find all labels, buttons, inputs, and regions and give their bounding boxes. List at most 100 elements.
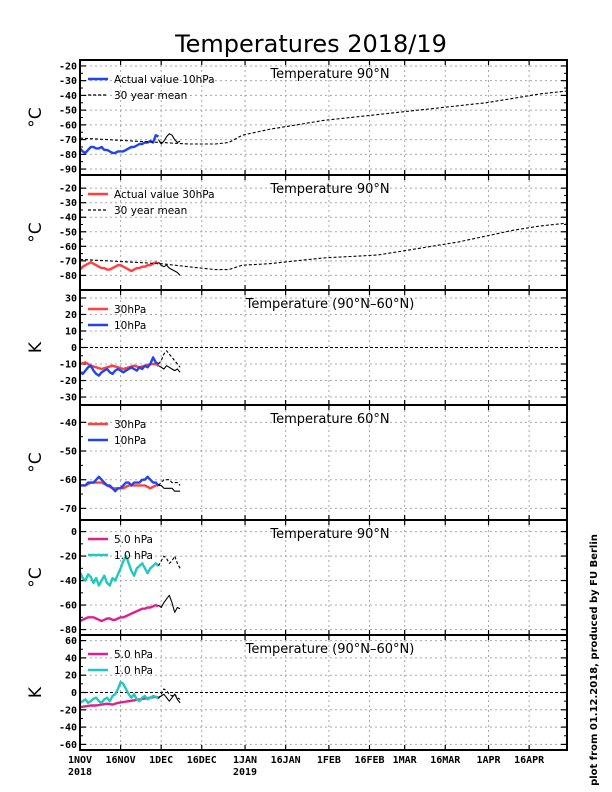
legend-label: 1.0 hPa bbox=[114, 550, 153, 562]
legend-label: 10hPa bbox=[114, 320, 146, 332]
y-tick-label: 30 bbox=[65, 293, 77, 304]
x-tick-label: 1NOV bbox=[68, 755, 92, 766]
legend-label: Actual value 30hPa bbox=[114, 189, 215, 201]
x-tick-label: 16APR bbox=[514, 755, 545, 766]
y-tick-label: -50 bbox=[59, 106, 77, 117]
legend-label: 30 year mean bbox=[114, 90, 187, 102]
y-tick-label: -40 bbox=[59, 723, 77, 734]
x-tick-label: 16NOV bbox=[106, 755, 136, 766]
x-tick-label: 1APR bbox=[476, 755, 501, 766]
y-tick-label: -60 bbox=[59, 242, 77, 253]
figure-title: Temperatures 2018/19 bbox=[174, 30, 447, 58]
x-tick-label: 16JAN bbox=[271, 755, 301, 766]
y-axis-label: K bbox=[26, 341, 46, 353]
series-line-1 bbox=[79, 603, 159, 623]
y-tick-label: -20 bbox=[59, 376, 77, 387]
series-line-1 bbox=[79, 361, 160, 371]
panel-title: Temperature 90°N bbox=[269, 67, 389, 82]
y-tick-label: -40 bbox=[59, 576, 77, 587]
series-line-3 bbox=[158, 133, 181, 145]
series-line-2 bbox=[79, 680, 160, 705]
y-tick-label: 0 bbox=[71, 688, 77, 699]
x-tick-label: 1DEC bbox=[149, 755, 173, 766]
y-tick-label: -20 bbox=[59, 552, 77, 563]
legend-label: 30 year mean bbox=[114, 205, 187, 217]
panel-2: -80 -70 -60 -50 -40 -30 -20 Actual value 30hPa 3… bbox=[26, 174, 568, 291]
legend-label: 5.0 hPa bbox=[114, 649, 153, 661]
y-axis-label: °C bbox=[26, 567, 46, 587]
panel-5: -80 -60 -40 -20 0 5.0 hPa 1.0 hPa Temperature 9… bbox=[26, 519, 568, 636]
panel-title: Temperature (90°N–60°N) bbox=[245, 642, 415, 657]
legend-label: 30hPa bbox=[114, 304, 146, 316]
series-line-3 bbox=[158, 350, 181, 368]
panel-title: Temperature 60°N bbox=[269, 412, 389, 427]
y-tick-label: -10 bbox=[59, 360, 77, 371]
y-axis-label: K bbox=[26, 686, 46, 698]
y-tick-label: -40 bbox=[59, 418, 77, 429]
panel-3: -30 -20 -10 0 10 20 30 30hPa 10hPa Temperature (9… bbox=[26, 289, 568, 406]
y-tick-label: -70 bbox=[59, 135, 77, 146]
y-tick-label: -60 bbox=[59, 475, 77, 486]
y-tick-label: 10 bbox=[65, 326, 77, 337]
series-line-4 bbox=[158, 365, 181, 373]
y-axis-label: °C bbox=[26, 452, 46, 472]
y-tick-label: -70 bbox=[59, 256, 77, 267]
y-tick-label: -30 bbox=[59, 198, 77, 209]
x-tick-label: 16MAR bbox=[430, 755, 461, 766]
panel-4: -70 -60 -50 -40 30hPa 10hPa Temperature 60°N °C bbox=[26, 404, 568, 521]
y-tick-label: -20 bbox=[59, 705, 77, 716]
series-line-2 bbox=[79, 222, 568, 271]
series-line-1 bbox=[79, 133, 160, 155]
y-tick-label: -80 bbox=[59, 625, 77, 636]
legend-label: Actual value 10hPa bbox=[114, 74, 215, 86]
y-tick-label: -80 bbox=[59, 271, 77, 282]
y-tick-label: -90 bbox=[59, 165, 77, 176]
series-line-4 bbox=[158, 693, 181, 704]
x-tick-label: 1JAN bbox=[233, 755, 257, 766]
y-tick-label: -60 bbox=[59, 601, 77, 612]
y-tick-label: -40 bbox=[59, 213, 77, 224]
series-line-2 bbox=[79, 356, 160, 377]
y-tick-label: -60 bbox=[59, 120, 77, 131]
series-line-3 bbox=[158, 479, 181, 486]
y-tick-label: -20 bbox=[59, 184, 77, 195]
x-tick-label: 16FEB bbox=[354, 755, 384, 766]
legend-label: 30hPa bbox=[114, 419, 146, 431]
y-tick-label: -30 bbox=[59, 76, 77, 87]
series-line-4 bbox=[158, 594, 181, 613]
y-tick-label: -40 bbox=[59, 91, 77, 102]
x-tick-year: 2018 bbox=[68, 767, 92, 778]
series-line-2 bbox=[80, 475, 160, 493]
x-tick-year: 2019 bbox=[233, 767, 257, 778]
series-line-4 bbox=[158, 484, 181, 492]
y-axis-label: °C bbox=[26, 107, 46, 127]
panel-title: Temperature (90°N–60°N) bbox=[245, 297, 415, 312]
y-tick-label: -80 bbox=[59, 150, 77, 161]
y-tick-label: 20 bbox=[65, 671, 77, 682]
y-tick-label: -50 bbox=[59, 447, 77, 458]
y-tick-label: 0 bbox=[71, 527, 77, 538]
legend-label: 1.0 hPa bbox=[114, 665, 153, 677]
y-tick-label: -60 bbox=[59, 740, 77, 751]
series-line-2 bbox=[79, 90, 568, 145]
y-tick-label: 60 bbox=[65, 636, 77, 647]
y-tick-label: 0 bbox=[71, 343, 77, 354]
y-tick-label: 40 bbox=[65, 653, 77, 664]
y-tick-label: -50 bbox=[59, 227, 77, 238]
x-tick-label: 1MAR bbox=[393, 755, 418, 766]
panel-title: Temperature 90°N bbox=[269, 527, 389, 542]
y-tick-label: 20 bbox=[65, 310, 77, 321]
y-tick-label: -70 bbox=[59, 504, 77, 515]
panel-title: Temperature 90°N bbox=[269, 182, 389, 197]
y-axis-label: °C bbox=[26, 222, 46, 242]
legend-label: 10hPa bbox=[114, 435, 146, 447]
x-tick-label: 16DEC bbox=[187, 755, 217, 766]
x-tick-label: 1FEB bbox=[317, 755, 341, 766]
plot-credit: plot from 01.12.2018, produced by FU Ber… bbox=[589, 534, 600, 786]
panel-frame bbox=[79, 634, 568, 751]
series-line-1 bbox=[79, 261, 160, 273]
panel-1: -90 -80 -70 -60 -50 -40 -30 -20 Actual value 10h… bbox=[26, 59, 568, 176]
panel-6: -60 -40 -20 0 20 40 60 5.0 hPa 1.0 hPa Temperatur… bbox=[26, 634, 568, 751]
series-line-3 bbox=[158, 261, 181, 276]
